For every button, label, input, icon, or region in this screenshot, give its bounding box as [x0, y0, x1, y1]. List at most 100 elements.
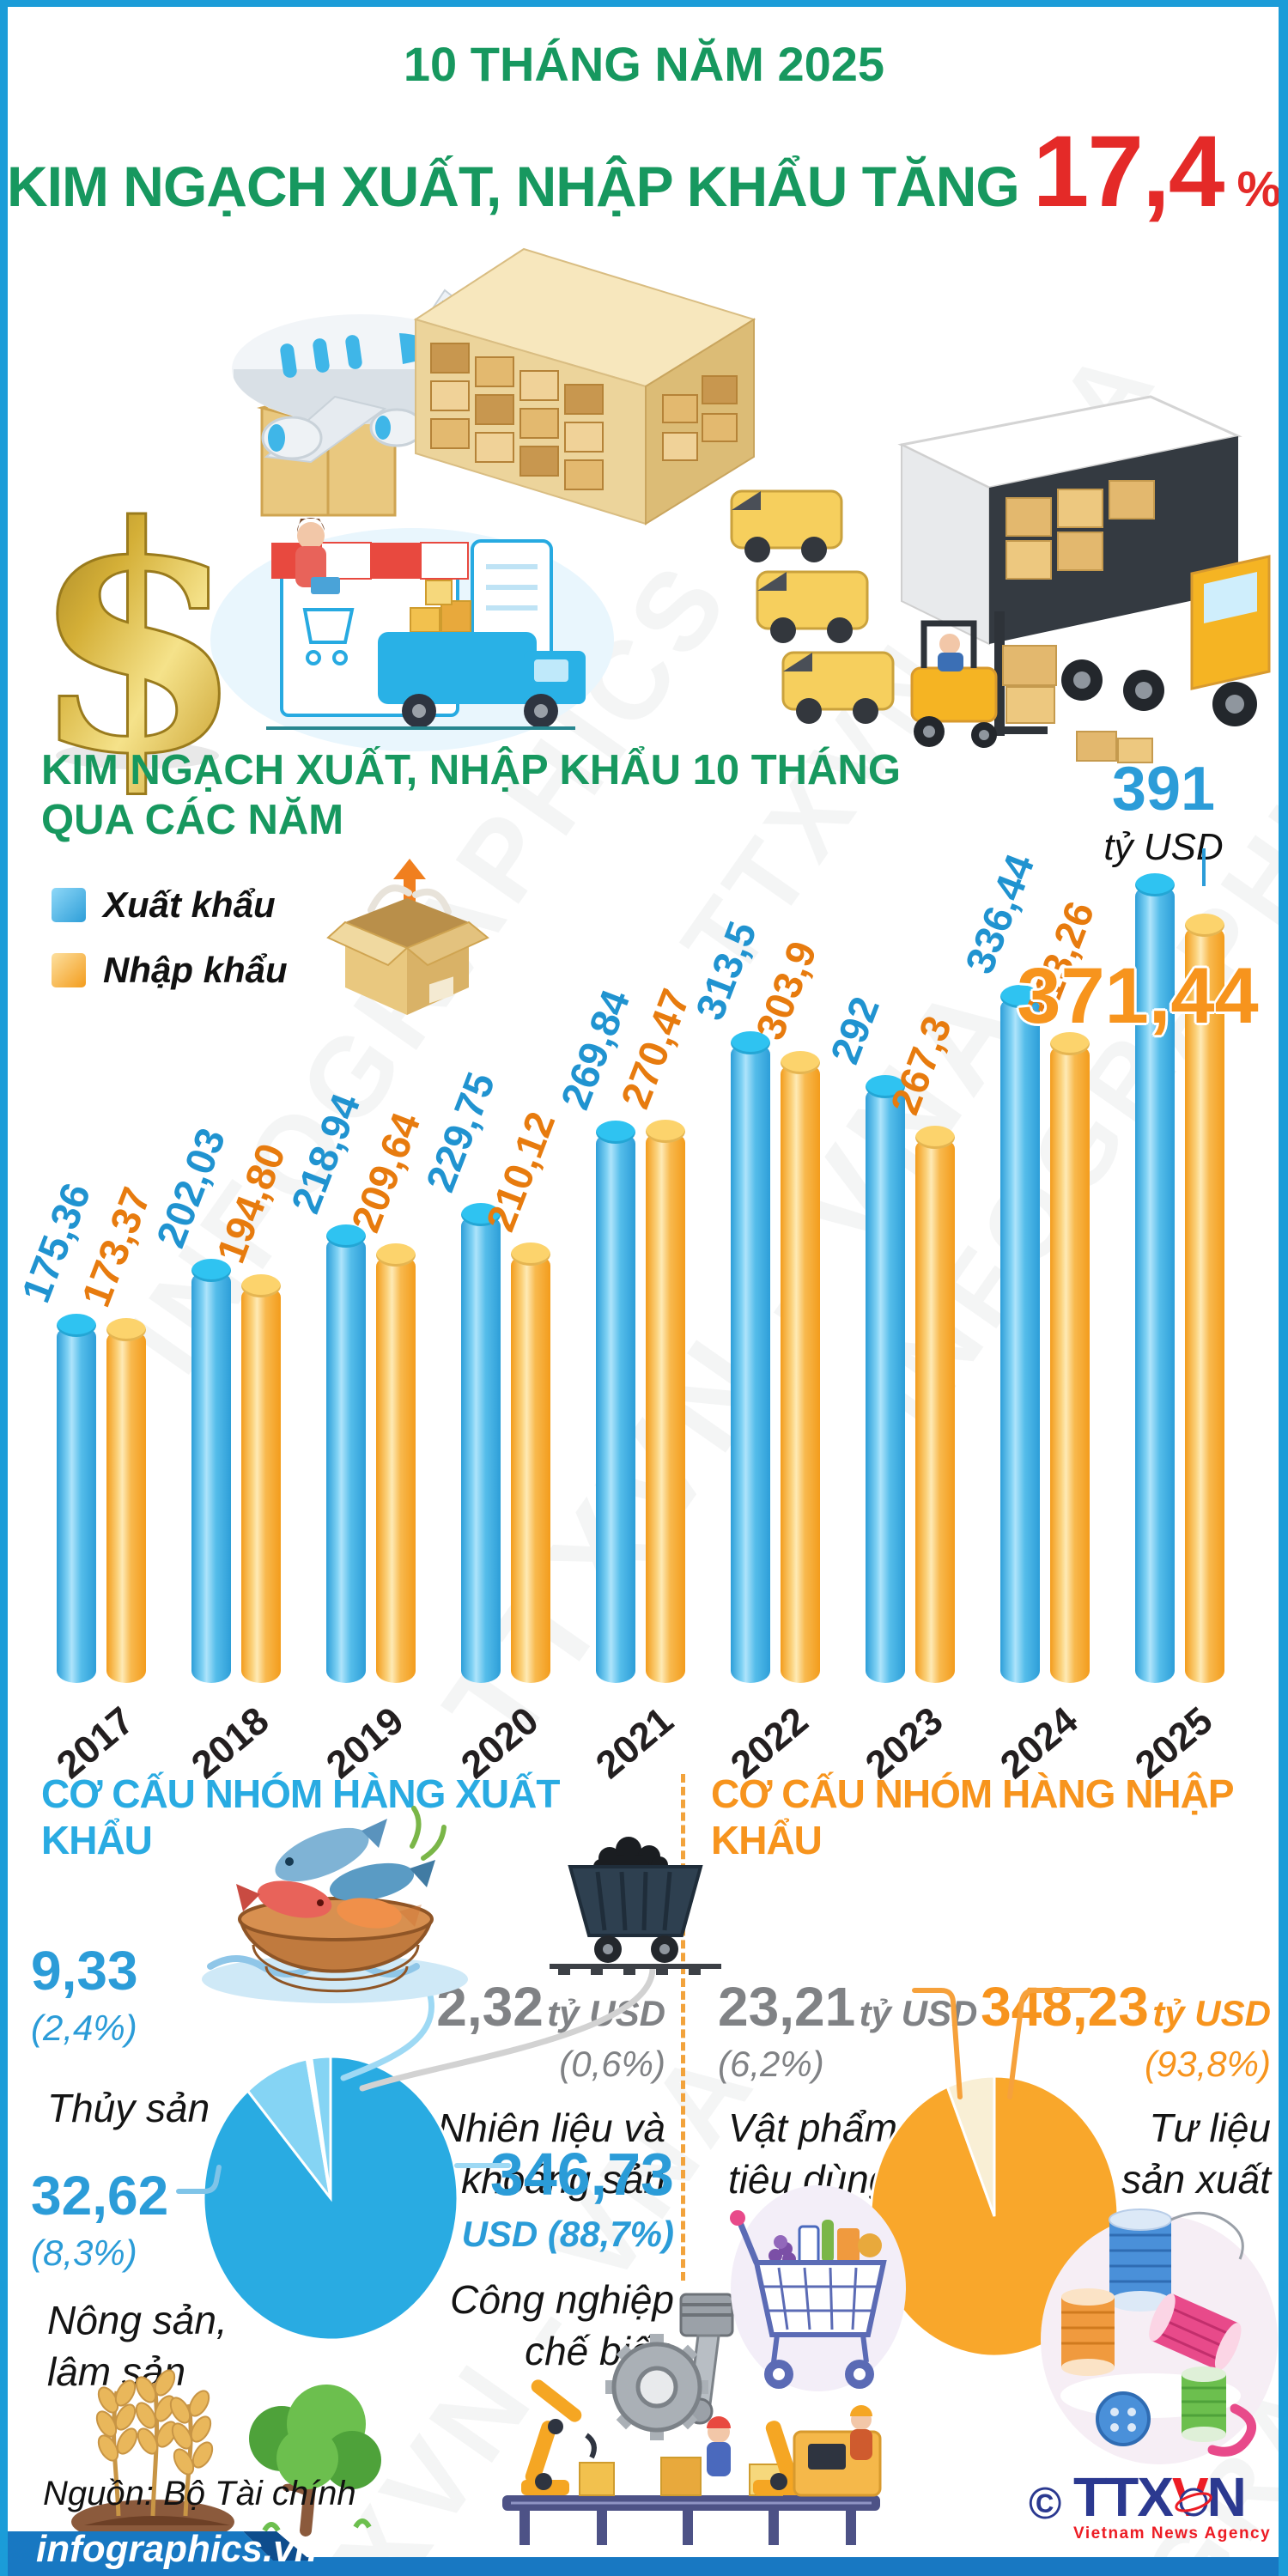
- bar-Xuất khẩu-2018: [191, 1259, 231, 1683]
- export-pie-chart: [202, 2055, 459, 2342]
- export-swatch-icon: [52, 888, 86, 922]
- robot-arm-icon: [521, 2379, 597, 2495]
- agency-logo-ttx: TTX: [1073, 2466, 1174, 2528]
- export-thuysan-label: Thủy sản: [47, 2086, 210, 2130]
- bar-Nhập khẩu-2020: [511, 1242, 550, 1683]
- wheat-icon: [95, 2369, 214, 2517]
- bar-Xuất khẩu-2020: [461, 1203, 501, 1683]
- bar-value-label: 313,5: [686, 914, 766, 1026]
- import-vatpham-value: 23,21 tỷ USD: [718, 1976, 978, 2038]
- worker-icon: [707, 2416, 731, 2476]
- frame-right: [1279, 0, 1288, 2576]
- page-title-line1: 10 THÁNG NĂM 2025: [403, 37, 885, 91]
- site-link[interactable]: infographics.vn: [36, 2528, 318, 2570]
- measuring-tape-icon: [1207, 2403, 1257, 2457]
- bar-Xuất khẩu-2023: [866, 1075, 905, 1683]
- dollar-sign-icon: $: [28, 458, 246, 823]
- bar-Nhập khẩu-2023: [915, 1126, 955, 1683]
- legend-export-label: Xuất khẩu: [103, 884, 276, 925]
- spool-icon: [1149, 2293, 1242, 2371]
- import-tulieu-label: Tư liệu sản xuất: [1121, 2105, 1271, 2202]
- page-title-line2: KIM NGẠCH XUẤT, NHẬP KHẨU TĂNG 17,4 %: [0, 115, 1288, 228]
- spool-icon: [1182, 2366, 1226, 2442]
- tree-icon: [249, 2385, 381, 2537]
- bar-Nhập khẩu-2024: [1050, 1032, 1090, 1683]
- bar-Nhập khẩu-2022: [781, 1051, 820, 1683]
- bar-Nhập khẩu-2018: [241, 1274, 281, 1683]
- legend-item-export: Xuất khẩu: [52, 884, 276, 926]
- percent-sign: %: [1236, 161, 1282, 217]
- bar-Xuất khẩu-2021: [596, 1121, 635, 1683]
- delivery-vans-icon: [730, 489, 895, 724]
- title-text: KIM NGẠCH XUẤT, NHẬP KHẨU TĂNG: [6, 155, 1020, 218]
- bar-Nhập khẩu-2017: [106, 1318, 146, 1683]
- button-icon: [1096, 2391, 1151, 2446]
- export-thuysan-pct: (2,4%): [31, 2008, 137, 2048]
- gear-icon: [605, 2334, 708, 2440]
- globe-icon: [1175, 2488, 1212, 2517]
- bar-Nhập khẩu-2021: [646, 1120, 685, 1683]
- thread-spools-icon: [1041, 2208, 1278, 2464]
- bar-chart: 175,36 202,03 218,94 229,75 269,84 313,5 292 33…: [12, 848, 1224, 1787]
- pie-slice-Thủy sản: [310, 2055, 332, 2199]
- fish-basket-icon: [202, 1806, 468, 2003]
- gear-piston-icon: [605, 2293, 734, 2440]
- factory-line-icon: [502, 2379, 882, 2545]
- bar-value-label: 292: [821, 990, 888, 1070]
- worker-icon: [850, 2405, 872, 2460]
- robot-arm-icon: [753, 2421, 801, 2495]
- import-vatpham-label: Vật phẩm tiêu dùng: [728, 2105, 897, 2202]
- fish-icon: [236, 1806, 447, 1929]
- import-tulieu-value: 348,23 tỷ USD: [981, 1976, 1271, 2038]
- open-box-arrow-icon: [326, 859, 489, 1015]
- peak-import-value: 371,44: [1017, 952, 1259, 1040]
- warehouse-boxes-icon: [413, 247, 756, 526]
- copyright-icon: ©: [1029, 2479, 1062, 2529]
- bar-Xuất khẩu-2022: [731, 1031, 770, 1683]
- export-congnghiep-value: 346,73: [489, 2141, 674, 2208]
- bar-Nhập khẩu-2019: [376, 1243, 416, 1683]
- bar-Xuất khẩu-2024: [1000, 985, 1040, 1683]
- agency-logo-n: N: [1206, 2466, 1247, 2528]
- bar-Xuất khẩu-2025: [1135, 873, 1175, 1683]
- import-swatch-icon: [52, 953, 86, 987]
- online-store-truck-icon: [210, 517, 614, 751]
- frame-top: [0, 0, 1288, 7]
- legend-import-label: Nhập khẩu: [103, 950, 288, 990]
- bar-Nhập khẩu-2025: [1185, 914, 1224, 1683]
- import-vatpham-pct: (6,2%): [718, 2044, 824, 2084]
- bar-Xuất khẩu-2017: [57, 1314, 96, 1683]
- container-truck-forklift-icon: [897, 395, 1271, 763]
- shopping-cart-icon: [730, 2185, 906, 2391]
- growth-rate-value: 17,4: [1032, 115, 1225, 228]
- import-tulieu-pct: (93,8%): [1144, 2044, 1271, 2084]
- export-thuysan-value: 9,33: [31, 1940, 138, 2002]
- bar-value-label: 267,3: [881, 1009, 961, 1121]
- export-nongsan-pct: (8,3%): [31, 2233, 137, 2273]
- agency-subtitle: Vietnam News Agency: [1073, 2524, 1272, 2543]
- bar-chart-title-line1: KIM NGẠCH XUẤT, NHẬP KHẨU 10 THÁNG: [41, 747, 901, 793]
- peak-export-value: 391: [1111, 755, 1216, 823]
- legend-item-import: Nhập khẩu: [52, 950, 288, 991]
- footer-band: [0, 2531, 1288, 2576]
- groceries-icon: [769, 2220, 882, 2266]
- bar-value-label: 229,75: [416, 1066, 504, 1198]
- spool-icon: [1061, 2288, 1115, 2376]
- export-congnghiep-unit: tỷ USD (88,7%): [419, 2214, 674, 2254]
- bar-value-label: 303,9: [746, 934, 826, 1046]
- svg-text:$: $: [30, 459, 246, 822]
- source-note: Nguồn: Bộ Tài chính: [43, 2475, 356, 2512]
- bar-Xuất khẩu-2019: [326, 1224, 366, 1683]
- wheat-tree-icon: [71, 2369, 381, 2544]
- coal-cart-icon: [550, 1837, 721, 1975]
- bar-value-label: 210,12: [477, 1105, 564, 1237]
- section-divider: [681, 1774, 685, 2281]
- spool-icon: [1109, 2208, 1172, 2312]
- top-illustration: $: [28, 247, 1271, 823]
- agency-logo[interactable]: TTXVN Vietnam News Agency: [1073, 2470, 1272, 2543]
- frame-left: [0, 0, 8, 2576]
- peak-pointer-line: [1202, 848, 1206, 886]
- export-nongsan-value: 32,62: [31, 2165, 169, 2227]
- bar-chart-title-line2: QUA CÁC NĂM: [41, 797, 344, 843]
